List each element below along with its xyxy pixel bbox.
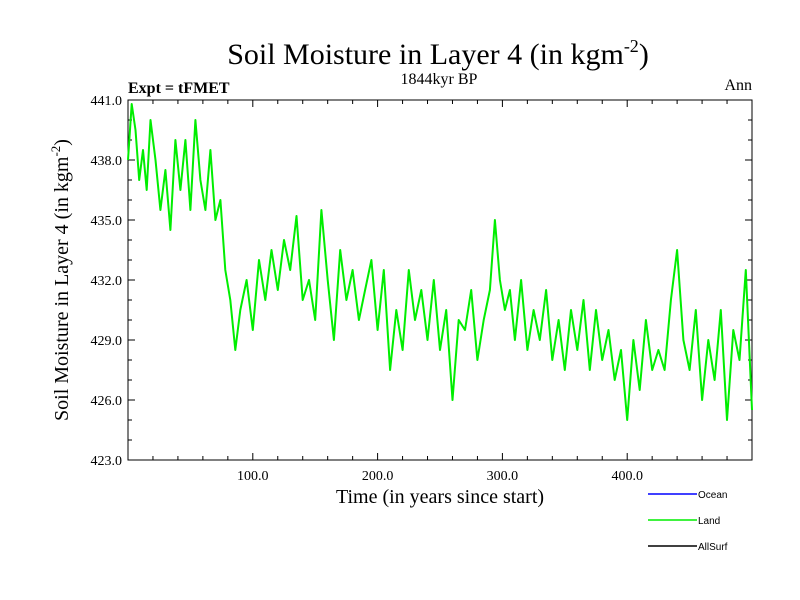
x-tick-label: 400.0 bbox=[611, 469, 643, 484]
plot-frame bbox=[127, 99, 753, 461]
x-tick-label: 300.0 bbox=[487, 469, 519, 484]
x-axis: 100.0 200.0 300.0 400.0 bbox=[152, 100, 728, 484]
x-tick-label: 100.0 bbox=[237, 469, 269, 484]
y-tick-label: 423.0 bbox=[91, 454, 123, 469]
chart-title: Soil Moisture in Layer 4 (in kgm-2) bbox=[227, 36, 649, 71]
y-axis-label: Soil Moisture in Layer 4 (in kgm-2) bbox=[48, 139, 73, 421]
series-layer bbox=[127, 103, 753, 421]
legend-label-land: Land bbox=[698, 516, 720, 527]
y-tick-label: 435.0 bbox=[91, 214, 123, 229]
y-tick-label: 438.0 bbox=[91, 154, 123, 169]
series-line-land bbox=[127, 103, 753, 421]
x-axis-label: Time (in years since start) bbox=[336, 486, 544, 508]
season-label: Ann bbox=[724, 77, 752, 94]
chart-subtitle: 1844kyr BP bbox=[401, 71, 478, 88]
y-tick-label: 429.0 bbox=[91, 334, 123, 349]
y-axis: 423.0 426.0 429.0 432.0 435.0 438.0 441.0 bbox=[91, 94, 752, 469]
experiment-label: Expt = tFMET bbox=[128, 80, 230, 97]
legend: Ocean Land AllSurf bbox=[648, 490, 728, 553]
x-tick-label: 200.0 bbox=[362, 469, 394, 484]
y-tick-label: 441.0 bbox=[91, 94, 123, 109]
y-tick-label: 432.0 bbox=[91, 274, 123, 289]
y-tick-label: 426.0 bbox=[91, 394, 123, 409]
legend-label-ocean: Ocean bbox=[698, 490, 727, 501]
legend-label-allsurf: AllSurf bbox=[698, 542, 728, 553]
